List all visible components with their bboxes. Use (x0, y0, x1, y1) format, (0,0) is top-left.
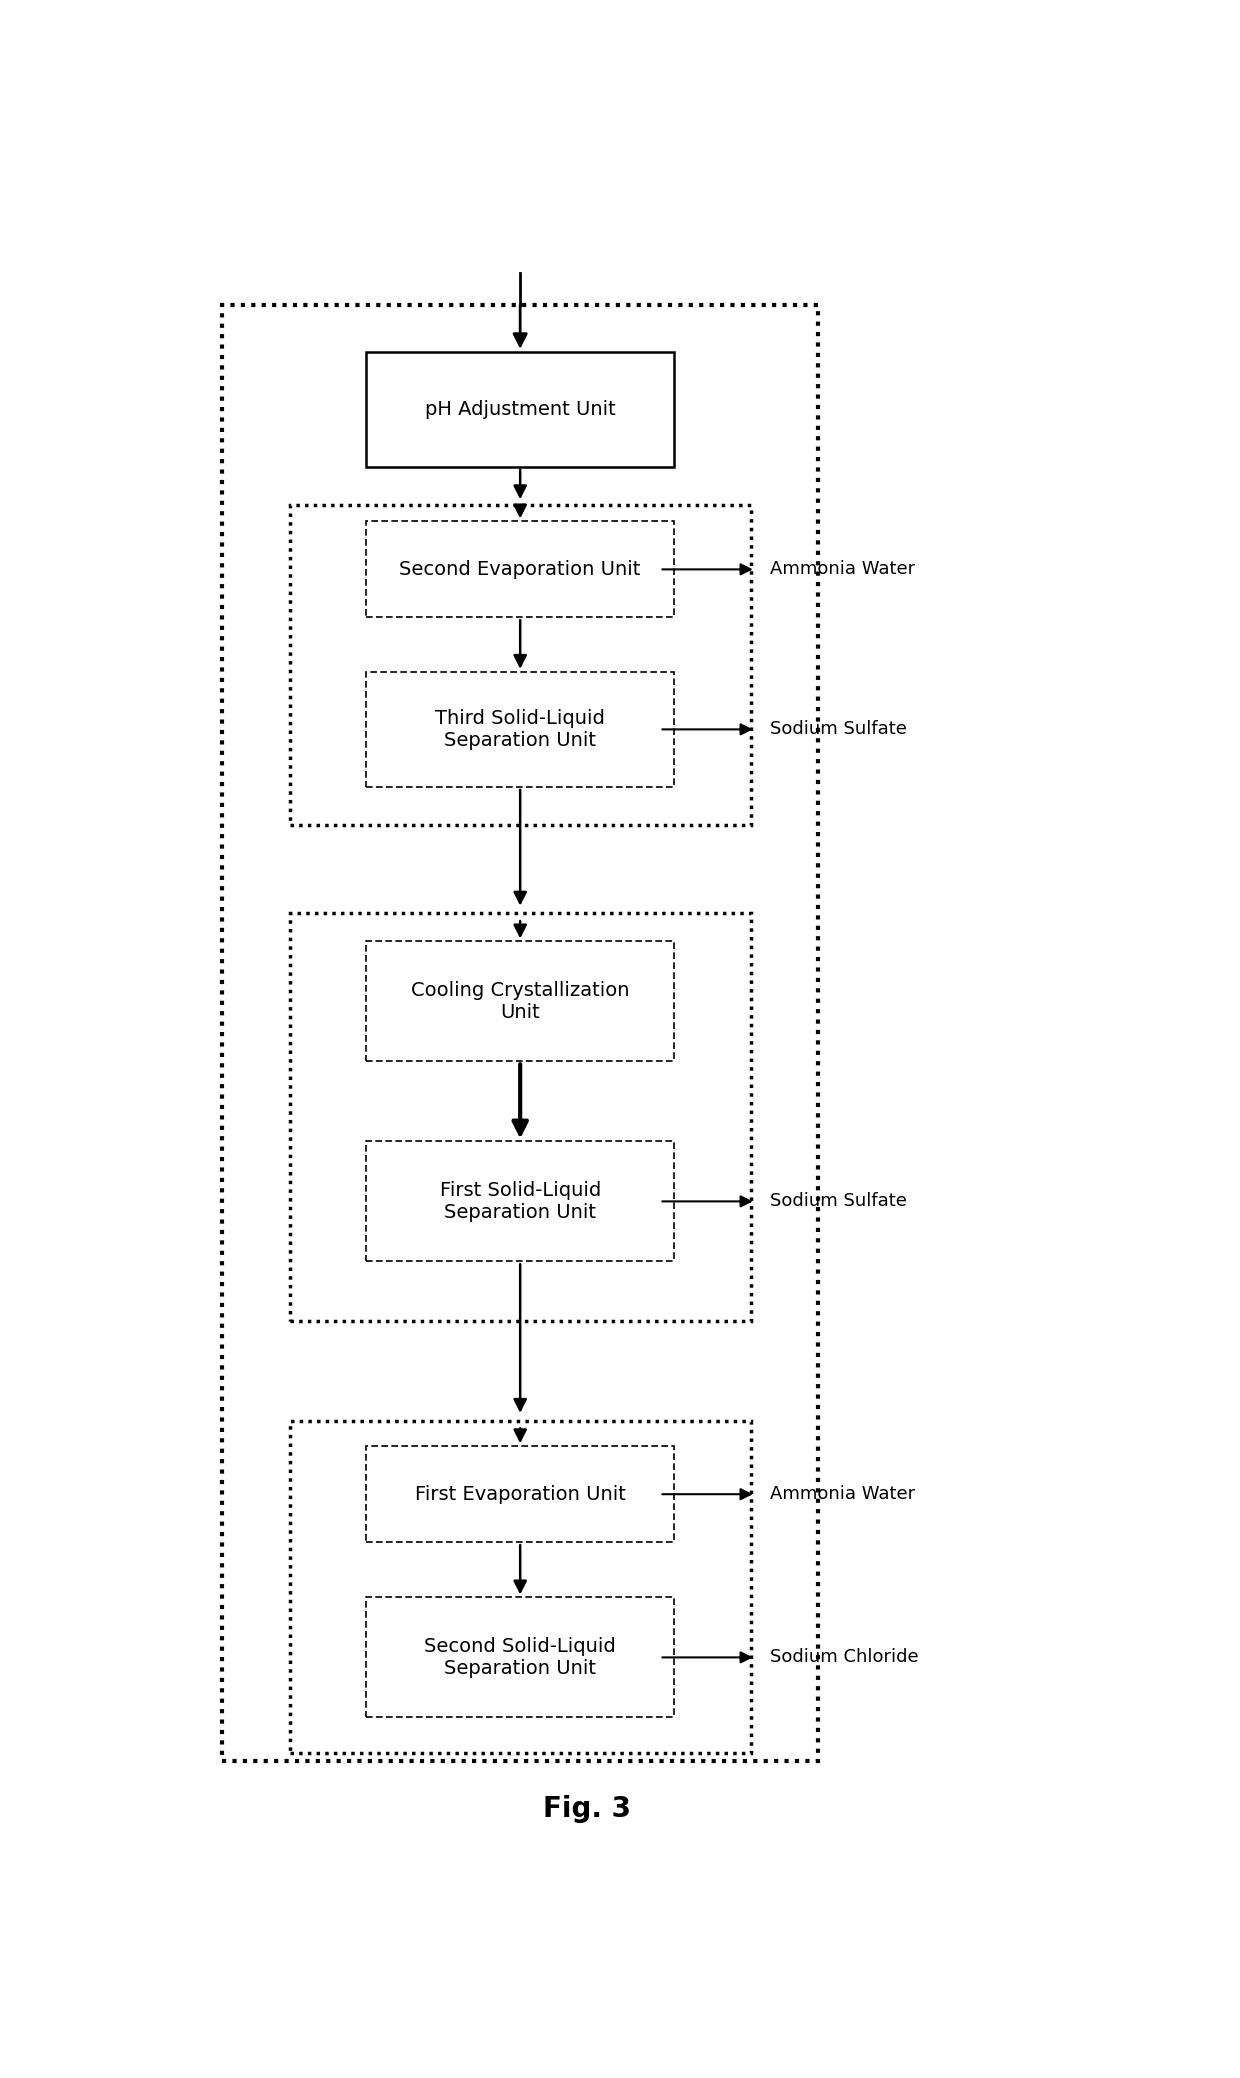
Bar (367, 1598, 675, 1716)
Text: Fig. 3: Fig. 3 (543, 1795, 631, 1822)
Bar (367, 671, 675, 788)
Bar (367, 941, 675, 1062)
Text: Sodium Sulfate: Sodium Sulfate (770, 721, 906, 738)
Text: pH Adjustment Unit: pH Adjustment Unit (425, 399, 615, 420)
Text: Second Evaporation Unit: Second Evaporation Unit (399, 559, 641, 580)
Text: Second Solid-Liquid
Separation Unit: Second Solid-Liquid Separation Unit (424, 1637, 616, 1677)
Bar (290, 914, 750, 1322)
Text: Third Solid-Liquid
Separation Unit: Third Solid-Liquid Separation Unit (435, 709, 605, 750)
Bar (367, 522, 675, 617)
Bar (222, 305, 818, 1762)
Bar (367, 1446, 675, 1542)
Bar (290, 1421, 750, 1754)
Bar (290, 505, 750, 825)
Text: Ammonia Water: Ammonia Water (770, 561, 915, 578)
Text: Sodium Sulfate: Sodium Sulfate (770, 1193, 906, 1209)
Text: Sodium Chloride: Sodium Chloride (770, 1648, 919, 1667)
Text: First Solid-Liquid
Separation Unit: First Solid-Liquid Separation Unit (439, 1180, 601, 1222)
Text: Cooling Crystallization
Unit: Cooling Crystallization Unit (410, 981, 630, 1022)
Text: First Evaporation Unit: First Evaporation Unit (414, 1484, 626, 1504)
Bar (367, 351, 675, 468)
Bar (367, 1141, 675, 1261)
Text: Ammonia Water: Ammonia Water (770, 1486, 915, 1502)
